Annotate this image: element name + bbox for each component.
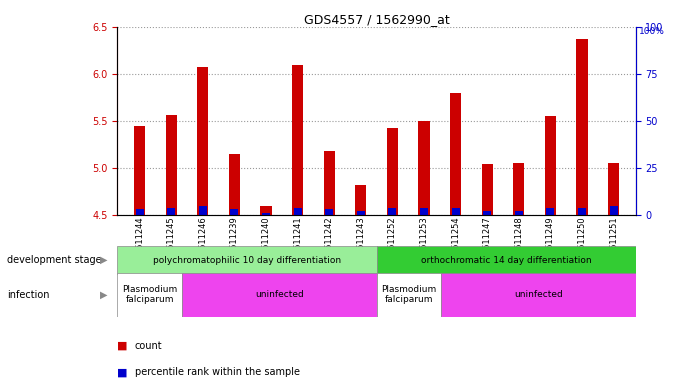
Bar: [294, 207, 301, 215]
Title: GDS4557 / 1562990_at: GDS4557 / 1562990_at: [304, 13, 449, 26]
Bar: [261, 206, 272, 215]
Bar: [117, 273, 182, 317]
Text: uninfected: uninfected: [255, 290, 304, 299]
Bar: [377, 246, 636, 275]
Bar: [167, 207, 175, 215]
Bar: [199, 206, 207, 215]
Bar: [197, 67, 208, 215]
Bar: [482, 164, 493, 215]
Text: ▶: ▶: [100, 255, 107, 265]
Bar: [483, 211, 491, 215]
Bar: [545, 116, 556, 215]
Bar: [450, 93, 461, 215]
Bar: [576, 39, 587, 215]
Bar: [419, 121, 430, 215]
Text: 100%: 100%: [639, 27, 665, 36]
Bar: [452, 207, 460, 215]
Bar: [134, 126, 145, 215]
Text: Plasmodium
falciparum: Plasmodium falciparum: [381, 285, 437, 305]
Bar: [513, 163, 524, 215]
Text: development stage: development stage: [7, 255, 102, 265]
Bar: [230, 209, 238, 215]
Bar: [262, 213, 270, 215]
Bar: [609, 206, 618, 215]
Bar: [325, 209, 333, 215]
Text: ■: ■: [117, 341, 128, 351]
Bar: [442, 273, 636, 317]
Bar: [117, 246, 377, 275]
Text: ▶: ▶: [100, 290, 107, 300]
Bar: [355, 185, 366, 215]
Bar: [387, 129, 398, 215]
Text: ■: ■: [117, 367, 128, 377]
Text: Plasmodium
falciparum: Plasmodium falciparum: [122, 285, 178, 305]
Bar: [166, 115, 177, 215]
Bar: [182, 273, 377, 317]
Bar: [357, 211, 365, 215]
Bar: [292, 65, 303, 215]
Text: uninfected: uninfected: [514, 290, 563, 299]
Text: infection: infection: [7, 290, 50, 300]
Bar: [547, 207, 554, 215]
Text: polychromatophilic 10 day differentiation: polychromatophilic 10 day differentiatio…: [153, 256, 341, 265]
Text: count: count: [135, 341, 162, 351]
Bar: [388, 207, 397, 215]
Bar: [515, 211, 523, 215]
Bar: [377, 273, 442, 317]
Text: orthochromatic 14 day differentiation: orthochromatic 14 day differentiation: [421, 256, 591, 265]
Bar: [229, 154, 240, 215]
Text: percentile rank within the sample: percentile rank within the sample: [135, 367, 300, 377]
Bar: [608, 163, 619, 215]
Bar: [323, 151, 334, 215]
Bar: [135, 209, 144, 215]
Bar: [578, 207, 586, 215]
Bar: [420, 207, 428, 215]
